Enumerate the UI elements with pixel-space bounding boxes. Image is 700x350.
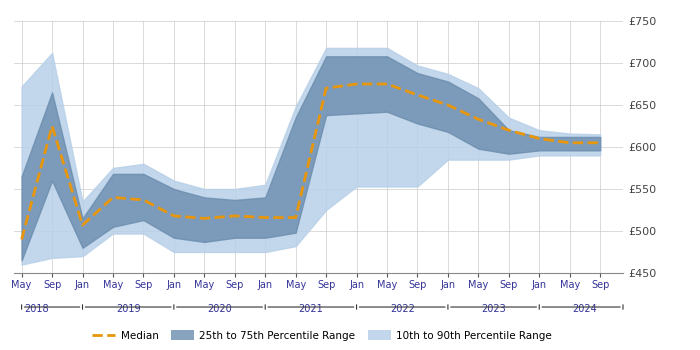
Legend: Median, 25th to 75th Percentile Range, 10th to 90th Percentile Range: Median, 25th to 75th Percentile Range, 1… — [88, 326, 556, 345]
Text: 2022: 2022 — [390, 303, 414, 314]
Text: 2020: 2020 — [207, 303, 232, 314]
Text: 2023: 2023 — [481, 303, 506, 314]
Text: 2018: 2018 — [25, 303, 49, 314]
Text: 2024: 2024 — [573, 303, 597, 314]
Text: 2021: 2021 — [298, 303, 323, 314]
Text: 2019: 2019 — [116, 303, 141, 314]
